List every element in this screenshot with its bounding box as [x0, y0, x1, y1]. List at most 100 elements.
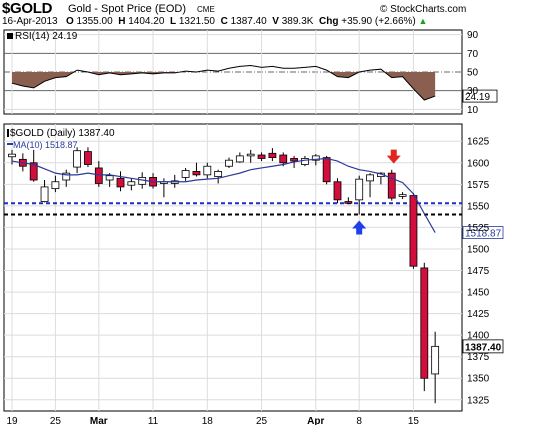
- rsi-tick-label: 90: [467, 30, 479, 41]
- rsi-tick-label: 70: [467, 49, 479, 60]
- ma-line: [11, 157, 436, 233]
- candle-body: [51, 181, 60, 190]
- candle-body: [420, 267, 429, 379]
- x-tick-label: Mar: [90, 416, 108, 425]
- candle-body: [181, 170, 190, 178]
- candle-body: [105, 175, 114, 181]
- support-lines: [4, 202, 462, 216]
- candle-body: [311, 155, 320, 161]
- candle-body: [203, 165, 212, 176]
- quote-date: 16-Apr-2013: [2, 16, 58, 27]
- candle-icon: [7, 129, 9, 137]
- moving-average: 1387.40 1518.87: [11, 157, 504, 354]
- candle-body: [322, 157, 331, 183]
- symbol-title: $GOLD: [2, 0, 53, 17]
- quote-close: 1387.40: [230, 16, 267, 27]
- ma-legend: MA(10) 1518.87: [7, 140, 78, 150]
- x-tick-label: 25: [50, 416, 62, 425]
- candle-body: [398, 194, 407, 197]
- candle-body: [73, 150, 81, 168]
- price-panel-frame: [3, 123, 463, 412]
- candle-body: [409, 195, 418, 267]
- candle-body: [225, 159, 233, 167]
- price-tick-label: 1625: [467, 137, 490, 148]
- quote-low: 1321.50: [178, 16, 215, 27]
- rsi-indicator: 24.19: [11, 64, 498, 103]
- candle-body: [268, 152, 277, 159]
- x-tick-label: Apr: [307, 416, 324, 425]
- candle-body: [214, 171, 223, 177]
- candle-body: [344, 201, 353, 204]
- ma-value-tag: [462, 226, 504, 239]
- candle-body: [84, 151, 92, 165]
- x-tick-label: 15: [408, 416, 420, 425]
- rsi-oversold-fill: [12, 72, 436, 100]
- last-price-tag: [462, 339, 504, 354]
- candle-body: [40, 186, 49, 202]
- rsi-icon: [7, 33, 13, 39]
- price-gridlines: [4, 30, 462, 411]
- price-tick-label: 1400: [467, 331, 490, 342]
- instrument-name: Gold - Spot Price (EOD): [68, 3, 186, 15]
- candle-body: [431, 345, 440, 375]
- candle-body: [116, 177, 125, 188]
- candle-body: [246, 153, 255, 157]
- candle-body: [62, 172, 71, 181]
- rsi-legend: RSI(14) 24.19: [7, 31, 77, 42]
- quote-open: 1355.00: [76, 16, 113, 27]
- price-tick-label: 1450: [467, 288, 490, 299]
- candle-body: [257, 154, 266, 159]
- signal-arrows: [352, 149, 401, 235]
- exchange-label: CME: [197, 5, 215, 14]
- ma-icon: [7, 143, 13, 145]
- rsi-legend-label: RSI(14): [15, 31, 50, 42]
- watermark: © StockCharts.com: [380, 4, 467, 15]
- rsi-value-tag-text: 24.19: [465, 92, 490, 103]
- candle-body: [8, 153, 16, 158]
- up-arrow-icon: [352, 220, 367, 235]
- rsi-tick-label: 50: [467, 68, 479, 79]
- price-tick-label: 1575: [467, 180, 490, 191]
- price-legend: $GOLD (Daily) 1387.40: [7, 128, 115, 139]
- price-legend-value: 1387.40: [78, 128, 115, 139]
- ma-value-tag-text: 1518.87: [465, 229, 502, 240]
- candle-body: [301, 158, 309, 165]
- price-tick-label: 1500: [467, 244, 490, 255]
- candle-body: [127, 181, 136, 186]
- quote-line: 16-Apr-2013 O 1355.00 H 1404.20 L 1321.5…: [2, 16, 428, 27]
- x-tick-label: 25: [256, 416, 268, 425]
- candle-body: [387, 172, 396, 199]
- ma-legend-label: MA(10): [13, 140, 43, 150]
- price-tick-label: 1600: [467, 158, 490, 169]
- axis-labels: 1625160015751550152515001475145014251400…: [6, 30, 489, 425]
- x-tick-label: 11: [148, 416, 159, 425]
- rsi-tick-label: 30: [467, 86, 479, 97]
- change-up-arrow: ▲: [418, 16, 428, 26]
- rsi-legend-value: 24.19: [52, 31, 78, 42]
- x-tick-label: 19: [6, 416, 18, 425]
- rsi-line: [11, 64, 436, 101]
- candle-body: [355, 178, 364, 201]
- quote-change: +35.90 (+2.66%): [341, 16, 416, 27]
- candle-body: [279, 154, 288, 164]
- x-tick-label: 8: [356, 416, 362, 425]
- candle-body: [366, 174, 374, 182]
- price-legend-label: $GOLD (Daily): [10, 128, 76, 139]
- price-tick-label: 1375: [467, 352, 490, 363]
- candle-body: [235, 155, 244, 163]
- price-tick-label: 1325: [467, 395, 490, 406]
- price-tick-label: 1525: [467, 223, 490, 234]
- quote-volume: 389.3K: [281, 16, 314, 27]
- price-tick-label: 1550: [467, 201, 490, 212]
- x-tick-label: 18: [202, 416, 214, 425]
- candle-body: [94, 167, 103, 184]
- candle-body: [192, 171, 201, 176]
- candle-body: [290, 158, 299, 162]
- price-tick-label: 1350: [467, 374, 490, 385]
- price-tick-label: 1475: [467, 266, 490, 277]
- price-tick-label: 1425: [467, 309, 490, 320]
- down-arrow-icon: [386, 149, 401, 164]
- candle-body: [29, 162, 38, 181]
- quote-high: 1404.20: [128, 16, 165, 27]
